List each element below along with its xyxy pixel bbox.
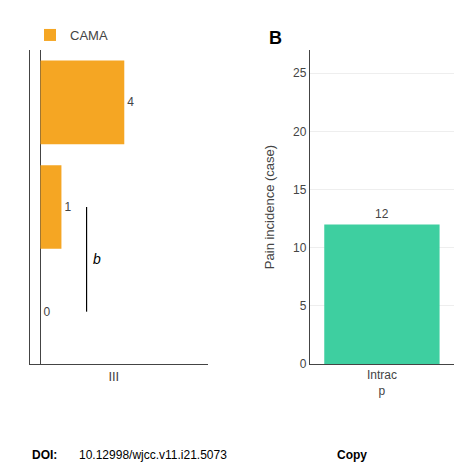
svg-text:4: 4 (127, 95, 134, 109)
svg-text:0: 0 (43, 305, 50, 319)
svg-text:20: 20 (293, 125, 307, 139)
svg-text:III: III (108, 369, 119, 384)
svg-text:Intracp: Intracp (367, 368, 397, 398)
svg-text:25: 25 (293, 66, 307, 80)
svg-text:5: 5 (300, 299, 307, 313)
svg-text:15: 15 (293, 183, 307, 197)
svg-text:12: 12 (375, 207, 389, 221)
svg-text:b: b (93, 251, 101, 267)
svg-text:Copy: Copy (337, 448, 367, 462)
svg-text:0: 0 (300, 357, 307, 371)
svg-text:DOI:: DOI: (32, 448, 57, 462)
svg-text:B: B (269, 28, 282, 48)
svg-text:Pain incidence (case): Pain incidence (case) (262, 145, 277, 269)
svg-text:CAMA: CAMA (70, 28, 108, 43)
svg-text:10.12998/wjcc.v11.i21.5073: 10.12998/wjcc.v11.i21.5073 (79, 448, 227, 462)
svg-text:10: 10 (293, 241, 307, 255)
svg-text:1: 1 (64, 200, 71, 214)
